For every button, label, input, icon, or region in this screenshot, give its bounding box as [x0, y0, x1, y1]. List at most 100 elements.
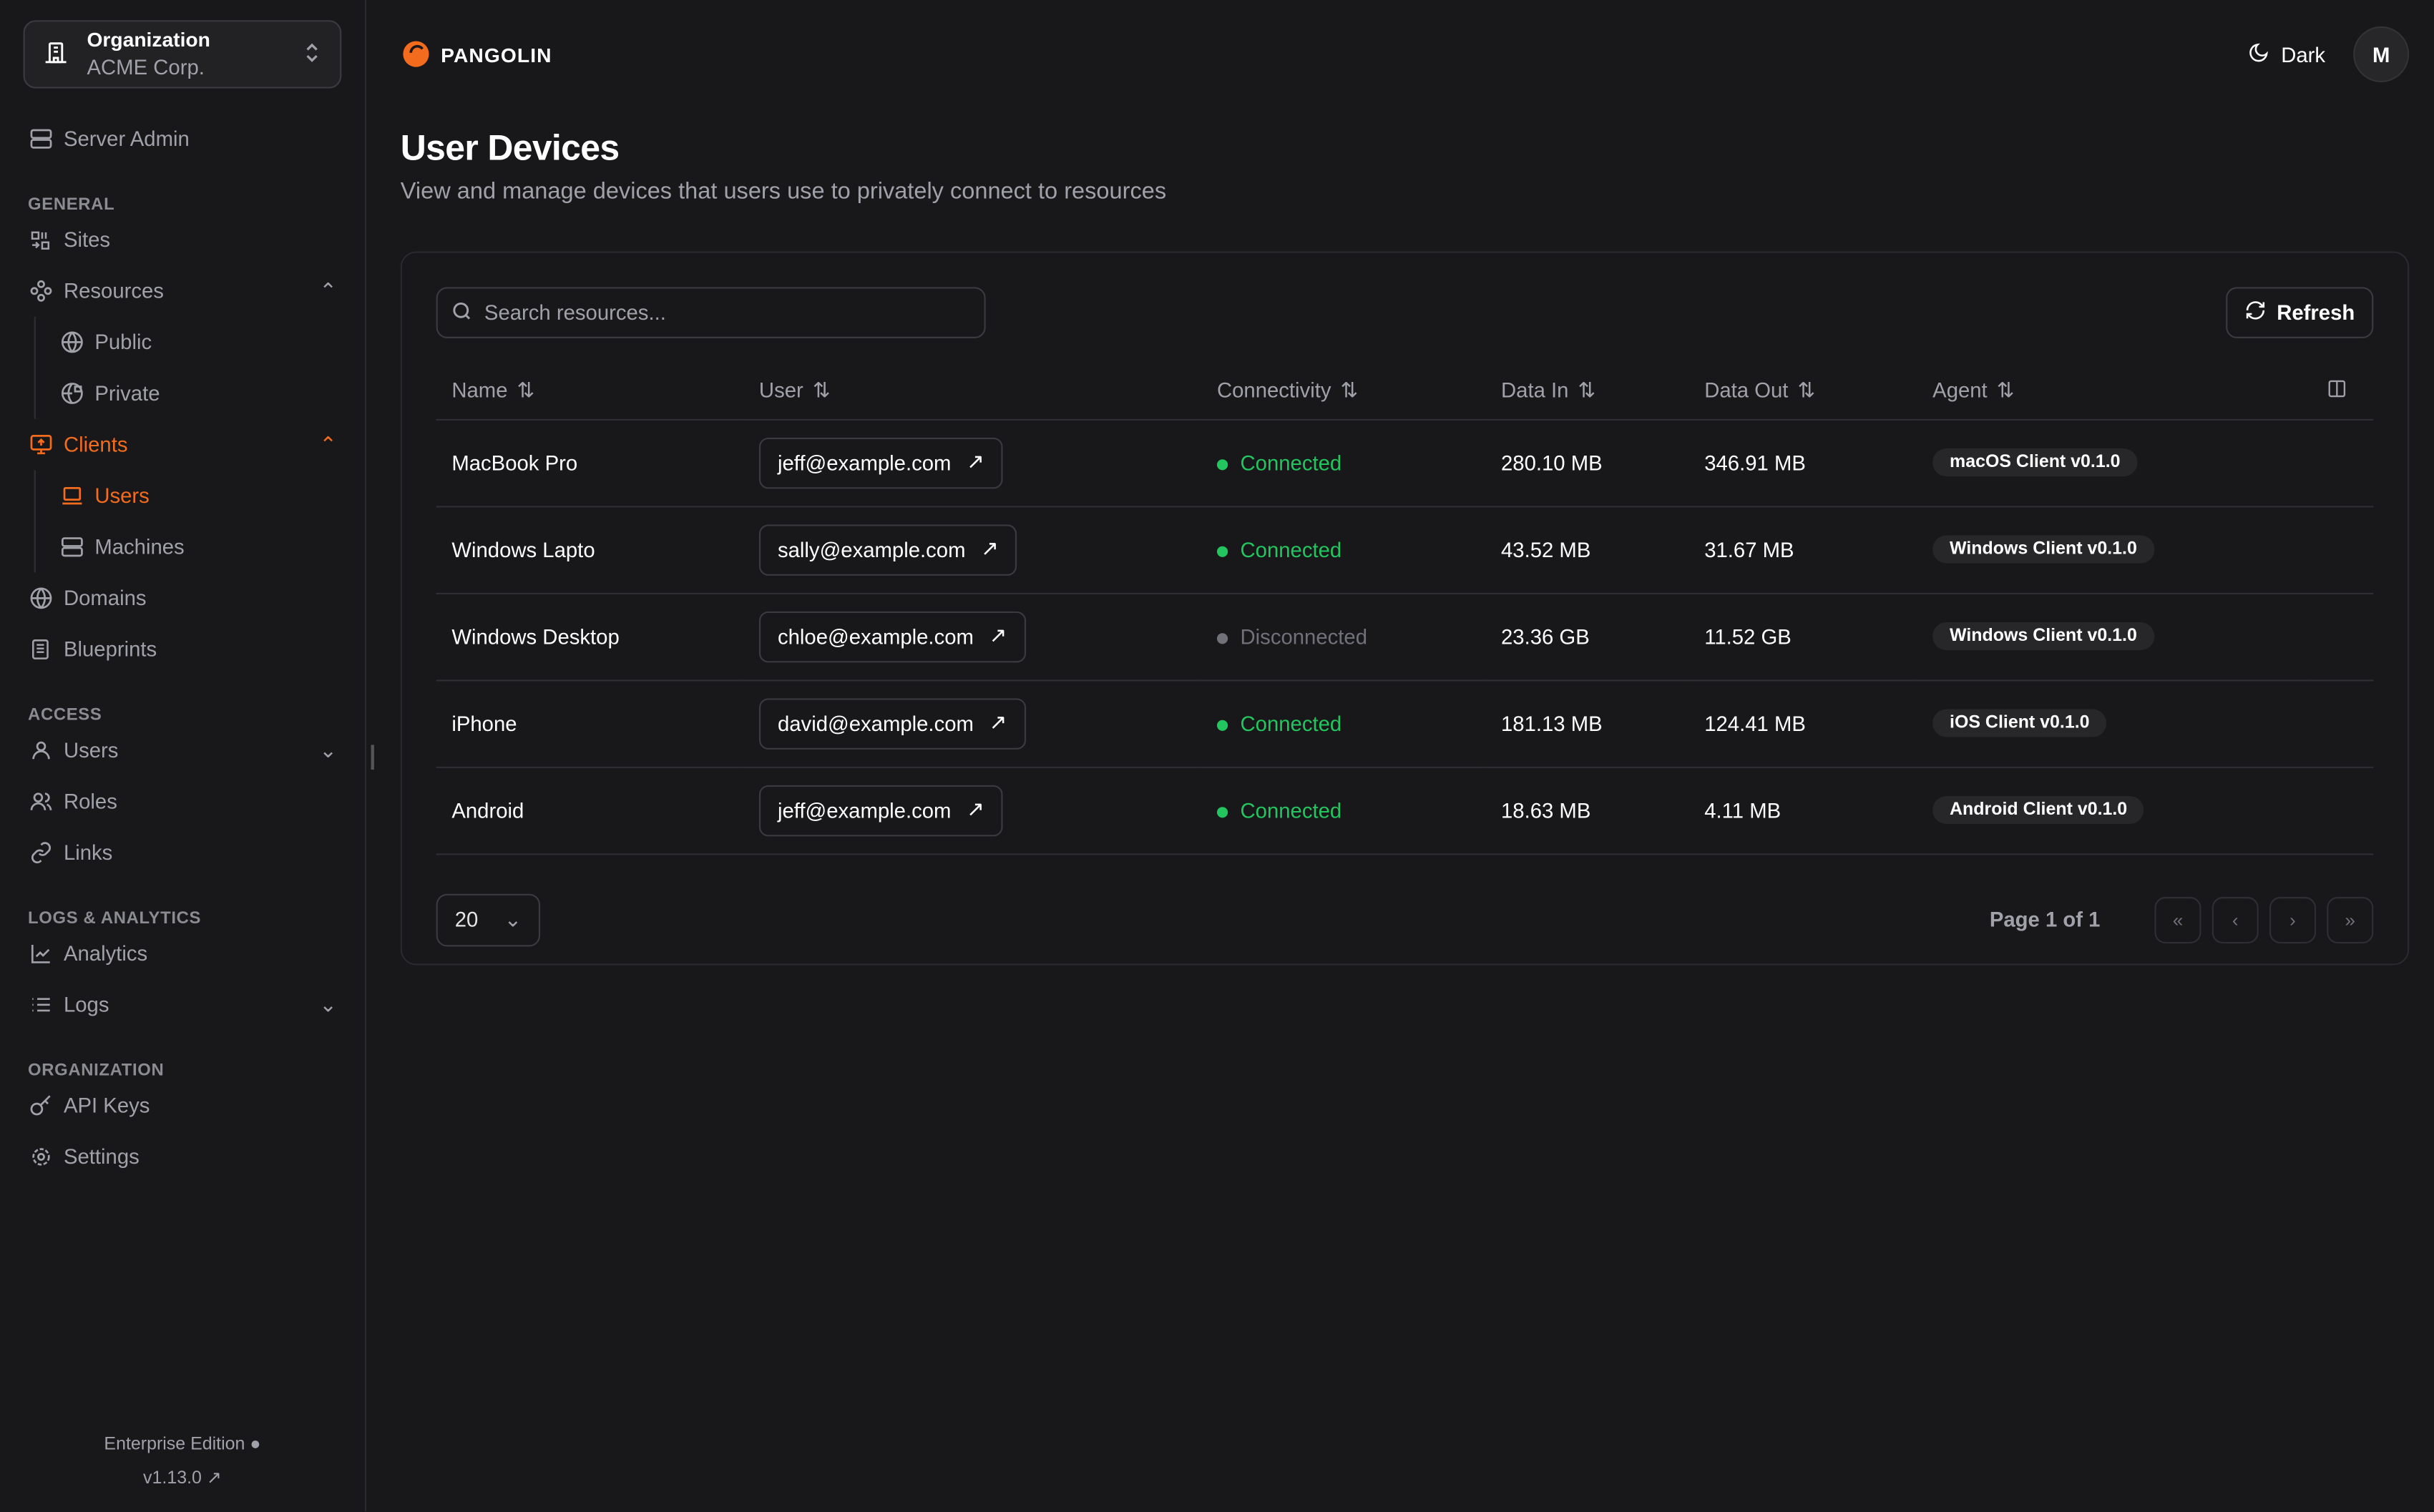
first-page-button[interactable]: «: [2154, 895, 2201, 943]
sort-icon: ⇅: [1340, 378, 1359, 403]
sidebar-item-analytics[interactable]: Analytics: [28, 928, 337, 979]
status-dot: [1216, 806, 1228, 818]
sidebar-item-users[interactable]: Users: [59, 470, 336, 521]
user-link[interactable]: david@example.com ↗: [758, 697, 1026, 749]
sidebar-item-access-users[interactable]: Users ⌄: [28, 725, 337, 776]
brand[interactable]: PANGOLIN: [401, 36, 552, 72]
version-link[interactable]: v1.13.0 ↗: [0, 1462, 365, 1496]
sidebar-item-server-admin[interactable]: Server Admin: [28, 113, 337, 165]
sidebar-item-links[interactable]: Links: [28, 827, 337, 878]
chevron-down-icon: ⌄: [504, 907, 522, 931]
arrow-up-right-icon: ↗: [981, 536, 999, 561]
next-page-button[interactable]: ›: [2269, 895, 2317, 943]
connectivity: Disconnected: [1201, 592, 1486, 681]
sort-icon: ⇅: [1578, 378, 1596, 403]
table-row: iPhone david@example.com ↗ Connected 181.…: [436, 679, 2374, 767]
device-name: iPhone: [436, 679, 744, 767]
globe-icon: [59, 330, 84, 355]
sidebar-item-settings[interactable]: Settings: [28, 1131, 337, 1183]
pangolin-logo-icon: [401, 36, 431, 72]
label: Machines: [94, 535, 185, 559]
globe-lock-icon: [59, 381, 84, 406]
section-access: ACCESS: [28, 706, 102, 725]
chevron-up-icon: ⌃: [319, 432, 337, 456]
sidebar-item-logs[interactable]: Logs ⌄: [28, 979, 337, 1031]
data-out: 11.52 GB: [1688, 592, 1917, 681]
column-header-connectivity[interactable]: Connectivity ⇅: [1201, 364, 1486, 420]
avatar[interactable]: M: [2353, 26, 2410, 82]
monitor-up-icon: [28, 432, 53, 457]
section-logs: LOGS & ANALYTICS: [28, 909, 202, 928]
refresh-button[interactable]: Refresh: [2225, 287, 2374, 338]
user-link[interactable]: jeff@example.com ↗: [758, 436, 1003, 489]
data-in: 18.63 MB: [1485, 766, 1689, 855]
column-header-user[interactable]: User ⇅: [743, 364, 1202, 420]
table-row: Windows Desktop chloe@example.com ↗ Disco…: [436, 592, 2374, 681]
sidebar-item-resources[interactable]: Resources ⌃: [28, 265, 337, 317]
status-text: Connected: [1240, 711, 1342, 735]
page-size-select[interactable]: 20 ⌄: [436, 893, 541, 946]
sidebar-item-blueprints[interactable]: Blueprints: [28, 624, 337, 675]
github-icon[interactable]: ●: [250, 1435, 261, 1454]
sidebar-item-public[interactable]: Public: [59, 317, 336, 368]
devices-card: Search resources... Refresh Name ⇅ User ⇅ …: [400, 251, 2410, 966]
device-name: Android: [436, 766, 744, 855]
column-header-name[interactable]: Name ⇅: [436, 364, 744, 420]
data-in: 181.13 MB: [1485, 679, 1689, 767]
data-in: 43.52 MB: [1485, 506, 1689, 594]
status-dot: [1216, 458, 1228, 470]
column-header-agent[interactable]: Agent ⇅: [1917, 364, 2312, 420]
sidebar-item-machines[interactable]: Machines: [59, 521, 336, 573]
columns-icon: [2327, 381, 2347, 404]
user-icon: [28, 738, 53, 763]
chevrons-up-down-icon: [303, 41, 321, 67]
sort-icon: ⇅: [812, 378, 831, 403]
status-text: Connected: [1240, 451, 1342, 474]
agent-badge: Windows Client v0.1.0: [1932, 535, 2154, 564]
agent-badge: iOS Client v0.1.0: [1932, 709, 2107, 737]
org-name: ACME Corp.: [87, 56, 205, 79]
user-link[interactable]: chloe@example.com ↗: [758, 610, 1026, 662]
sidebar-item-domains[interactable]: Domains: [28, 573, 337, 624]
chevron-down-icon: ⌄: [319, 992, 337, 1016]
devices-table: Name ⇅ User ⇅ Connectivity ⇅ Data In ⇅ Data …: [436, 364, 2374, 855]
section-organization: ORGANIZATION: [28, 1061, 165, 1081]
sidebar-item-sites[interactable]: Sites: [28, 214, 337, 265]
sidebar-item-api-keys[interactable]: API Keys: [28, 1080, 337, 1131]
list-icon: [28, 992, 53, 1017]
last-page-button[interactable]: »: [2327, 895, 2374, 943]
user-link[interactable]: sally@example.com ↗: [758, 524, 1017, 575]
prev-page-button[interactable]: ‹: [2211, 895, 2259, 943]
data-out: 124.41 MB: [1688, 679, 1917, 767]
user-link[interactable]: jeff@example.com ↗: [758, 784, 1003, 836]
search-icon: [451, 300, 471, 325]
label: Sites: [63, 227, 111, 252]
data-out: 4.11 MB: [1688, 766, 1917, 855]
sidebar-item-clients[interactable]: Clients ⌃: [28, 419, 337, 471]
sidebar-item-private[interactable]: Private: [59, 368, 336, 419]
columns-toggle[interactable]: [2311, 364, 2374, 420]
sort-icon: ⇅: [1797, 378, 1816, 403]
key-icon: [28, 1093, 53, 1118]
connectivity: Connected: [1201, 766, 1486, 855]
server-icon: [59, 534, 84, 559]
page-title: User Devices: [400, 127, 620, 168]
workflow-icon: [28, 278, 53, 303]
server-icon: [28, 127, 53, 152]
arrow-up-right-icon: ↗: [989, 710, 1007, 735]
resize-handle[interactable]: [371, 745, 374, 770]
column-header-data-in[interactable]: Data In ⇅: [1485, 364, 1689, 420]
sidebar-item-roles[interactable]: Roles: [28, 776, 337, 828]
theme-toggle[interactable]: Dark: [2249, 41, 2325, 67]
org-switcher[interactable]: Organization ACME Corp.: [23, 20, 342, 89]
arrow-up-right-icon: ↗: [967, 797, 984, 821]
label: Blueprints: [63, 637, 157, 662]
connectivity: Connected: [1201, 506, 1486, 594]
table-row: Windows Lapto sally@example.com ↗ Connect…: [436, 506, 2374, 594]
column-header-data-out[interactable]: Data Out ⇅: [1688, 364, 1917, 420]
section-general: GENERAL: [28, 195, 115, 215]
user-email: jeff@example.com: [777, 451, 952, 474]
chevron-down-icon: ⌄: [319, 737, 337, 762]
search-input[interactable]: Search resources...: [436, 287, 986, 338]
building-icon: [44, 39, 69, 69]
